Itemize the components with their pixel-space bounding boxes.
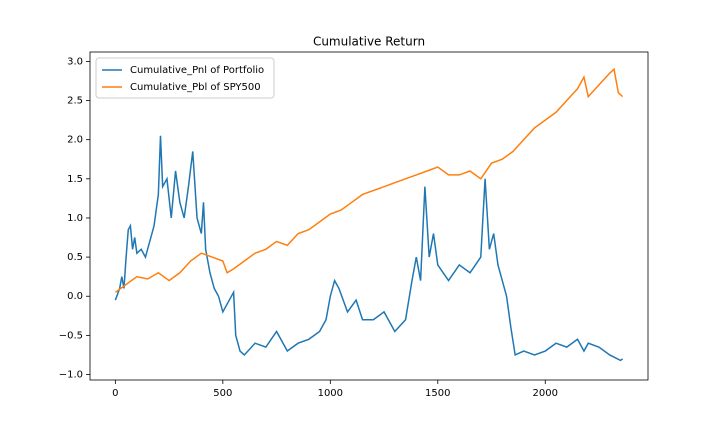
x-tick-label: 1000 xyxy=(318,388,343,399)
y-tick-label: −0.5 xyxy=(59,330,83,341)
chart-title: Cumulative Return xyxy=(313,35,425,49)
legend-label: Cumulative_Pbl of SPY500 xyxy=(130,82,261,93)
x-tick-label: 2000 xyxy=(533,388,558,399)
y-tick-label: −1.0 xyxy=(59,370,83,381)
y-tick-label: 1.5 xyxy=(67,174,83,185)
series-line xyxy=(114,135,624,362)
y-tick-label: 2.5 xyxy=(67,96,83,107)
y-tick-label: 1.0 xyxy=(67,213,83,224)
plot-frame xyxy=(89,51,649,381)
legend-box xyxy=(95,57,275,99)
y-tick-label: 0.0 xyxy=(67,291,83,302)
y-tick-label: 2.0 xyxy=(67,135,83,146)
x-tick-label: 1500 xyxy=(425,388,450,399)
series-line xyxy=(114,67,624,293)
y-tick-label: 3.0 xyxy=(67,56,83,67)
y-tick-label: 0.5 xyxy=(67,252,83,263)
x-tick-label: 0 xyxy=(112,388,118,399)
legend-label: Cumulative_Pnl of Portfolio xyxy=(130,65,264,76)
x-tick-label: 500 xyxy=(213,388,232,399)
